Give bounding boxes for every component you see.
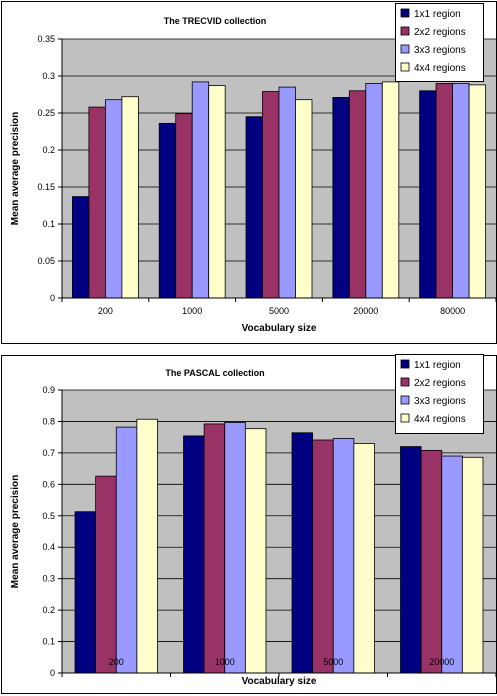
trecvid-bar — [175, 113, 193, 299]
pascal-bar — [353, 443, 375, 674]
trecvid-legend-label: 4x4 regions — [414, 63, 466, 74]
pascal-bar — [291, 432, 314, 674]
trecvid-y-tick-label: 0.15 — [37, 182, 55, 192]
trecvid-bar — [365, 83, 383, 299]
trecvid-chart: 0 0.05 0.1 0.15 0.2 0.25 0.3 0.35 200 1000 5000 200… — [1, 1, 497, 344]
trecvid-x-tick-label: 5000 — [269, 306, 289, 316]
trecvid-bar — [381, 81, 400, 299]
trecvid-bar — [105, 99, 123, 299]
pascal-chart: 0 0.1 0.2 0.3 0.4 0.5 0.6 0.7 0.8 0.9 200 1000 5000 2… — [1, 354, 497, 694]
pascal-bar — [332, 438, 355, 674]
trecvid-legend-label: 3x3 regions — [414, 45, 466, 56]
pascal-legend — [395, 354, 484, 434]
pascal-bar — [115, 426, 138, 674]
pascal-y-tick-label: 0.9 — [42, 385, 55, 395]
trecvid-bar — [348, 90, 367, 299]
trecvid-bar — [72, 196, 90, 299]
trecvid-bar — [245, 116, 263, 299]
pascal-bar — [400, 446, 422, 674]
trecvid-chart-panel: 0 0.05 0.1 0.15 0.2 0.25 0.3 0.35 200 1000 5000 200… — [1, 1, 497, 344]
trecvid-y-tick-label: 0.2 — [42, 145, 55, 155]
trecvid-bar — [191, 81, 210, 299]
pascal-x-tick-label: 5000 — [323, 657, 343, 667]
pascal-bar — [461, 456, 484, 674]
trecvid-legend — [395, 3, 484, 82]
pascal-x-tick-label: 200 — [109, 657, 124, 667]
trecvid-y-tick-label: 0.3 — [42, 71, 55, 81]
pascal-bar — [224, 421, 246, 674]
pascal-y-tick-label: 0.7 — [42, 448, 55, 458]
pascal-y-tick-label: 0.3 — [42, 574, 55, 584]
pascal-bar — [74, 511, 97, 674]
trecvid-bar — [332, 97, 350, 299]
trecvid-bar — [435, 83, 454, 299]
trecvid-bar — [278, 86, 296, 299]
pascal-y-tick-label: 0.4 — [42, 542, 55, 552]
trecvid-bar — [295, 99, 313, 299]
pascal-y-tick-label: 0.5 — [42, 511, 55, 521]
trecvid-y-tick-label: 0.1 — [42, 219, 55, 229]
pascal-y-tick-label: 0 — [50, 668, 55, 678]
trecvid-bar — [158, 122, 177, 299]
trecvid-y-tick-label: 0.25 — [37, 108, 55, 118]
pascal-y-tick-label: 0.2 — [42, 605, 55, 615]
pascal-x-tick-label: 1000 — [215, 657, 235, 667]
pascal-y-axis-label: Mean average precision — [10, 475, 21, 588]
pascal-bar — [95, 475, 117, 674]
pascal-bar — [441, 455, 463, 674]
trecvid-bar — [121, 96, 139, 299]
trecvid-y-tick-label: 0.05 — [37, 256, 55, 266]
trecvid-y-tick-label: 0 — [50, 293, 55, 303]
pascal-legend-swatch — [400, 359, 410, 369]
trecvid-legend-label: 2x2 regions — [414, 27, 466, 38]
pascal-y-tick-label: 0.1 — [42, 637, 55, 647]
pascal-bar — [183, 435, 205, 674]
pascal-bar — [203, 423, 226, 674]
trecvid-x-tick-label: 200 — [98, 306, 113, 316]
pascal-legend-label: 3x3 regions — [414, 396, 466, 407]
pascal-legend-swatch — [400, 395, 410, 405]
trecvid-legend-label: 1x1 region — [414, 9, 461, 20]
trecvid-x-tick-label: 1000 — [182, 306, 202, 316]
trecvid-x-tick-label: 20000 — [353, 306, 378, 316]
trecvid-bar — [262, 91, 280, 299]
pascal-bar — [136, 418, 158, 674]
pascal-legend-label: 1x1 region — [414, 360, 461, 371]
pascal-y-tick-label: 0.6 — [42, 479, 55, 489]
pascal-chart-panel: 0 0.1 0.2 0.3 0.4 0.5 0.6 0.7 0.8 0.9 200 1000 5000 2… — [0, 354, 497, 696]
pascal-legend-label: 4x4 regions — [414, 414, 466, 425]
pascal-x-axis-label: Vocabulary size — [242, 676, 317, 687]
trecvid-x-axis-label: Vocabulary size — [242, 323, 317, 334]
trecvid-y-axis-label: Mean average precision — [10, 112, 21, 225]
trecvid-bar — [419, 90, 437, 299]
pascal-bar — [420, 449, 443, 674]
trecvid-legend-swatch — [400, 62, 410, 72]
trecvid-bar — [208, 85, 226, 299]
pascal-x-tick-label: 20000 — [429, 657, 454, 667]
trecvid-legend-swatch — [400, 26, 410, 36]
pascal-legend-label: 2x2 regions — [414, 378, 466, 389]
pascal-bar — [312, 439, 334, 674]
pascal-bar — [244, 428, 267, 674]
trecvid-legend-swatch — [400, 8, 410, 18]
trecvid-y-tick-label: 0.35 — [37, 34, 55, 44]
pascal-legend-swatch — [400, 377, 410, 387]
pascal-legend-swatch — [400, 413, 410, 423]
pascal-chart-title: The PASCAL collection — [165, 368, 264, 378]
trecvid-chart-title: The TRECVID collection — [164, 16, 267, 26]
trecvid-bar — [468, 84, 486, 299]
trecvid-bar — [452, 83, 470, 299]
trecvid-x-tick-label: 80000 — [440, 306, 465, 316]
trecvid-bar — [88, 106, 106, 299]
pascal-y-tick-label: 0.8 — [42, 416, 55, 426]
trecvid-legend-swatch — [400, 44, 410, 54]
